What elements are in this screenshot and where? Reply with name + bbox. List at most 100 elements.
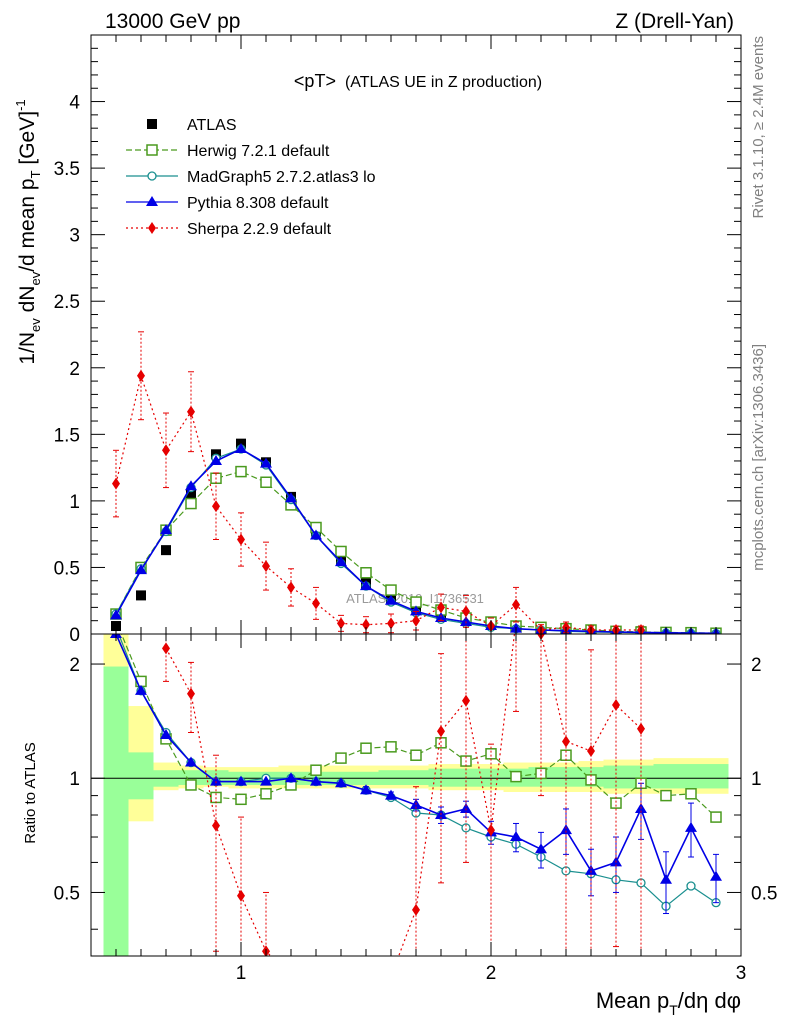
axes-layer: 1 2 3 0 0.5 1 1.5 2 2.5 3 3.5 4 0.5 0.5 1 1 2 2 <box>54 34 777 984</box>
plot-title-sub: (ATLAS UE in Z production) <box>345 74 542 91</box>
data-point <box>185 756 197 767</box>
data-point <box>660 873 672 884</box>
data-point <box>686 881 696 891</box>
legend-item: Pythia 8.308 default <box>126 195 329 212</box>
data-point <box>562 735 570 748</box>
data-point <box>337 971 345 983</box>
data-point <box>285 492 297 503</box>
legend: ATLAS Herwig 7.2.1 default MadGraph5 2.7.2… <box>126 117 376 238</box>
main-y-tick-label: 0 <box>69 625 80 646</box>
data-point <box>235 465 247 478</box>
series-pythia <box>110 442 720 634</box>
data-point <box>160 729 172 740</box>
data-point <box>160 524 172 535</box>
ratio-y-tick-label-left: 1 <box>69 769 80 790</box>
ratio-y-tick-label-left: 0.5 <box>54 883 80 904</box>
x-tick-label: 1 <box>236 963 247 984</box>
data-point <box>710 870 722 881</box>
plot-title-main: <pT> <box>294 71 336 91</box>
legend-item: Herwig 7.2.1 default <box>126 143 330 160</box>
legend-label: ATLAS <box>187 117 237 134</box>
data-point <box>260 788 272 800</box>
data-point <box>112 477 120 490</box>
data-point <box>235 442 247 453</box>
data-point <box>285 772 297 783</box>
data-point <box>510 831 522 842</box>
data-point <box>310 775 322 786</box>
data-point <box>587 744 595 757</box>
data-point <box>362 971 370 983</box>
data-point <box>437 725 445 738</box>
x-tick-label: 2 <box>486 963 497 984</box>
band-green <box>403 770 429 785</box>
data-point <box>335 545 347 558</box>
data-point <box>312 971 320 983</box>
data-point <box>437 601 445 614</box>
data-point <box>310 529 322 540</box>
data-point <box>187 687 195 700</box>
data-point <box>385 584 397 596</box>
band-green <box>653 764 679 789</box>
data-point <box>685 821 697 832</box>
data-point <box>262 560 270 573</box>
band-green <box>128 752 154 800</box>
data-point <box>585 864 597 875</box>
xlabel-part: /dη dφ <box>678 988 741 1013</box>
ratio-series-layer <box>110 634 722 983</box>
band-green <box>378 770 404 785</box>
data-point <box>335 556 347 567</box>
data-point <box>462 605 470 618</box>
data-point <box>385 789 397 800</box>
data-point <box>435 612 447 623</box>
data-point <box>110 609 122 620</box>
data-point <box>387 971 395 983</box>
legend-item: ATLAS <box>147 117 237 134</box>
data-point <box>362 618 370 631</box>
series-sherpa <box>162 634 645 983</box>
rivet-label: Rivet 3.1.10, ≥ 2.4M events <box>750 36 767 219</box>
data-point <box>512 598 520 611</box>
data-point <box>212 500 220 513</box>
data-point <box>235 793 247 806</box>
band-green <box>628 765 654 789</box>
main-y-tick-label: 3 <box>69 226 80 247</box>
data-point <box>187 405 195 418</box>
data-point <box>287 581 295 594</box>
data-point <box>360 567 372 579</box>
ylabel-part: 1/N <box>16 332 39 365</box>
main-y-tick-label: 1.5 <box>54 425 80 446</box>
data-point <box>610 797 622 809</box>
data-point <box>485 748 497 760</box>
data-point <box>210 454 222 465</box>
data-point <box>410 749 422 761</box>
data-point <box>111 621 121 632</box>
data-point <box>385 741 397 753</box>
data-point <box>185 779 197 791</box>
legend-label: Pythia 8.308 default <box>187 195 329 212</box>
ratio-y-tick-label-right: 2 <box>751 655 762 676</box>
x-axis-label: Mean pT/dη dφ <box>596 988 741 1018</box>
x-tick-label: 3 <box>736 963 747 984</box>
data-point <box>412 614 420 627</box>
legend-marker <box>146 144 158 156</box>
data-point <box>162 444 170 457</box>
main-y-tick-label: 3.5 <box>54 159 80 180</box>
legend-label: Sherpa 2.2.9 default <box>187 221 332 238</box>
ratio-y-axis-label: Ratio to ATLAS <box>22 742 39 843</box>
data-point <box>260 775 272 786</box>
ratio-y-tick-label-right: 1 <box>751 769 762 790</box>
main-y-tick-label: 1 <box>69 492 80 513</box>
data-point <box>137 369 145 382</box>
legend-label: Herwig 7.2.1 default <box>187 143 330 160</box>
legend-label: MadGraph5 2.7.2.atlas3 lo <box>187 169 376 186</box>
data-point <box>360 742 372 754</box>
ylabel-sup: -1 <box>13 99 28 111</box>
data-point <box>462 694 470 707</box>
mcplots-label: mcplots.cern.ch [arXiv:1306.3436] <box>750 344 767 571</box>
data-point <box>237 889 245 902</box>
legend-marker <box>147 171 157 181</box>
main-y-tick-label: 2.5 <box>54 292 80 313</box>
data-point <box>461 823 471 833</box>
